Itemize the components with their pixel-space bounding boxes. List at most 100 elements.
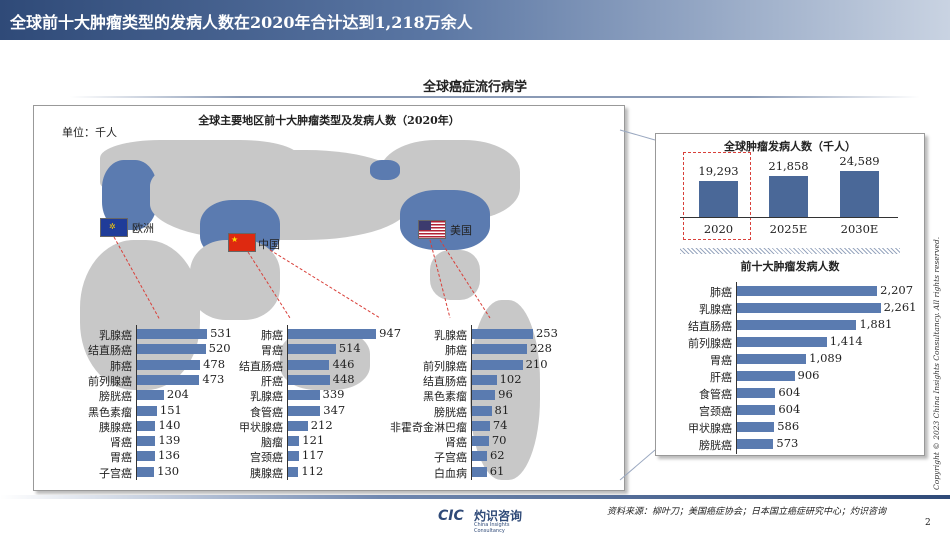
bar-value: 586 <box>777 419 800 433</box>
bar-value: 140 <box>158 417 181 432</box>
section-divider <box>70 96 920 98</box>
bar-value: 74 <box>492 417 508 432</box>
bar <box>472 420 490 431</box>
bar <box>737 422 775 432</box>
bar-value: 117 <box>301 448 324 463</box>
bar-label: 结直肠癌 <box>688 320 732 333</box>
bar <box>137 451 155 462</box>
bar <box>737 320 857 330</box>
bar-value: 473 <box>202 371 225 386</box>
bar <box>737 405 776 415</box>
bar-value: 604 <box>778 402 801 416</box>
bar <box>737 303 881 313</box>
global-chart-title: 全球肿瘤发病人数（千人） <box>724 140 856 153</box>
header-bar: 全球前十大肿瘤类型的发病人数在2020年合计达到1,218万余人 <box>0 0 950 40</box>
bar-value: 204 <box>166 387 189 402</box>
source-note: 资料来源：柳叶刀；美国癌症协会；日本国立癌症研究中心；灼识咨询 <box>607 507 887 517</box>
bar-label: 非霍奇金淋巴瘤 <box>390 420 467 434</box>
bar-value: 947 <box>379 326 402 340</box>
bar <box>137 374 200 385</box>
bar-label: 乳腺癌 <box>699 303 732 316</box>
regional-chart-title: 全球主要地区前十大肿瘤类型及发病人数（2020年） <box>198 114 460 127</box>
bar-value: 906 <box>797 368 820 382</box>
bar-label: 白血病 <box>434 466 467 480</box>
bar <box>288 344 336 355</box>
bar-label: 乳腺癌 <box>434 329 467 342</box>
bar-label: 膀胱癌 <box>434 405 467 419</box>
us-flag-icon <box>418 220 446 239</box>
column-bar <box>840 171 879 217</box>
bar-label: 结直肠癌 <box>88 344 132 358</box>
column-value: 24,589 <box>839 154 880 168</box>
copyright: Copyright © 2023 China Insights Consulta… <box>932 236 941 490</box>
column-bar <box>699 180 738 217</box>
bar-value: 253 <box>535 326 558 340</box>
bar-value: 1,414 <box>829 334 863 348</box>
bar-value: 61 <box>489 463 505 478</box>
bar-label: 食管癌 <box>250 405 283 419</box>
bar <box>472 436 489 447</box>
bar-value: 514 <box>338 341 361 356</box>
bar-label: 肾癌 <box>110 436 132 450</box>
chart-axis <box>471 325 472 480</box>
bar-value: 573 <box>776 436 799 450</box>
bar <box>137 329 208 339</box>
column-value: 19,293 <box>698 163 739 178</box>
bar <box>472 329 533 339</box>
chart-axis <box>136 325 137 480</box>
bar-value: 62 <box>489 448 505 463</box>
bar <box>288 405 321 416</box>
bar-label: 宫颈癌 <box>250 451 283 465</box>
column-label: 2025E <box>769 222 808 236</box>
bar <box>288 359 330 370</box>
top10-chart-title: 前十大肿瘤发病人数 <box>740 260 840 273</box>
bar-value: 446 <box>332 356 355 371</box>
bar <box>137 420 156 431</box>
bar-label: 乳腺癌 <box>250 390 283 404</box>
bar <box>288 436 300 447</box>
bar <box>737 388 776 398</box>
bar <box>737 286 878 296</box>
bar <box>288 466 299 477</box>
page-title: 全球前十大肿瘤类型的发病人数在2020年合计达到1,218万余人 <box>10 13 473 32</box>
bar-label: 子宫癌 <box>434 451 467 465</box>
bar-label: 肝癌 <box>710 371 732 384</box>
bar-value: 228 <box>529 341 552 356</box>
bar <box>288 329 377 339</box>
column-label: 2030E <box>840 222 879 236</box>
bar <box>737 337 827 347</box>
bar-value: 121 <box>302 433 325 448</box>
bar-value: 478 <box>203 356 226 371</box>
bar-value: 70 <box>491 433 507 448</box>
bar-value: 130 <box>157 463 180 478</box>
bar-value: 212 <box>310 417 333 432</box>
bar-value: 81 <box>494 402 510 417</box>
bar <box>137 466 155 477</box>
bar-value: 531 <box>210 326 233 340</box>
bar-label: 宫颈癌 <box>699 405 732 418</box>
bar-label: 脑瘤 <box>261 436 283 450</box>
china-flag-icon: ★ <box>228 233 256 252</box>
bar-value: 2,261 <box>883 300 917 314</box>
bar <box>737 371 795 381</box>
bar-value: 604 <box>778 385 801 399</box>
divider <box>680 248 900 254</box>
bar-label: 前列腺癌 <box>88 374 132 388</box>
bar-label: 甲状腺癌 <box>239 420 283 434</box>
x-axis <box>680 217 898 218</box>
bar-label: 胰腺癌 <box>250 466 283 480</box>
bar <box>288 451 299 462</box>
bar-value: 102 <box>499 371 522 386</box>
bar-label: 膀胱癌 <box>99 390 132 404</box>
bar-label: 肺癌 <box>261 329 283 342</box>
bar-label: 肾癌 <box>445 436 467 450</box>
highlight-box-2020 <box>683 152 751 240</box>
cic-logo: CIC 灼识咨询 China Insights Consultancy <box>438 508 523 534</box>
bar-label: 肺癌 <box>710 286 732 299</box>
region-label-china: 中国 <box>258 238 280 251</box>
bar-value: 210 <box>525 356 548 371</box>
bar <box>472 359 523 370</box>
bar-label: 结直肠癌 <box>239 359 283 373</box>
bar-value: 347 <box>323 402 346 417</box>
